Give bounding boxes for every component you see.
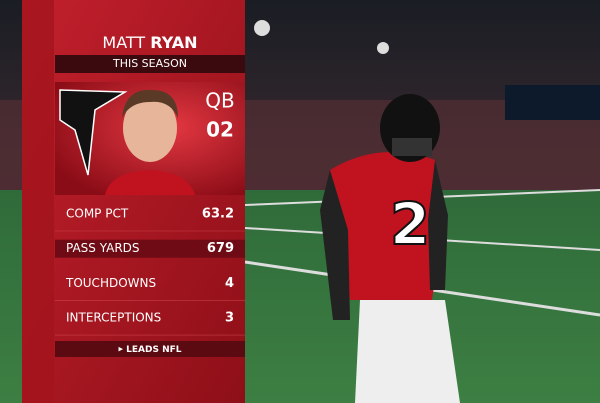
stat-panel: MATT RYAN THIS SEASON QB 02 COMP PCT 63.2… <box>22 0 245 403</box>
position: QB <box>205 89 234 113</box>
footer-bar <box>55 341 245 357</box>
number: 02 <box>206 118 234 142</box>
player-name: MATT RYAN <box>102 33 197 52</box>
stat-value: 679 <box>207 241 234 256</box>
stat-label: INTERCEPTIONS <box>66 311 161 325</box>
subtitle: THIS SEASON <box>112 57 187 70</box>
stat-label: COMP PCT <box>66 207 129 221</box>
stat-value: 4 <box>225 276 234 291</box>
player: 2 <box>320 94 460 403</box>
stat-label: PASS YARDS <box>66 241 140 255</box>
side-strip <box>22 0 54 403</box>
jersey-number: 2 <box>390 190 430 258</box>
row-highlight <box>55 239 245 258</box>
stat-label: TOUCHDOWNS <box>65 276 156 290</box>
light <box>377 42 389 54</box>
team-logo <box>59 89 128 176</box>
headshot <box>105 89 195 195</box>
stat-rows: COMP PCT 63.2 PASS YARDS 679 TOUCHDOWNS 4 INTE… <box>55 207 245 336</box>
stat-value: 63.2 <box>202 207 234 222</box>
light <box>254 20 270 36</box>
footer: ▸ LEADS NFL <box>118 345 181 355</box>
subtitle-bar <box>55 55 245 73</box>
stat-value: 3 <box>225 311 234 326</box>
scoreboard <box>505 85 600 120</box>
